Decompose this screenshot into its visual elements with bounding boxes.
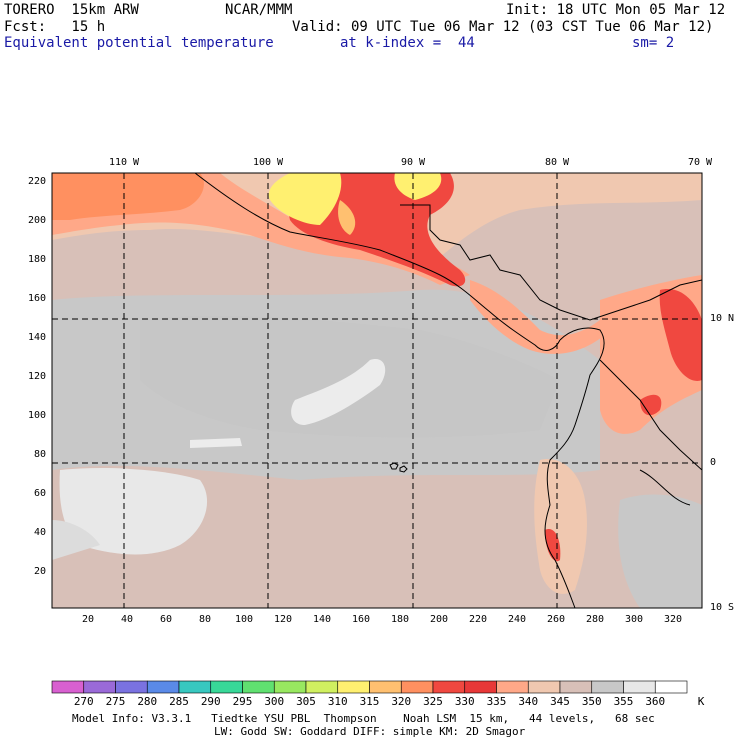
- lon-label: 100 W: [252, 157, 284, 168]
- lon-label: 70 W: [687, 157, 713, 168]
- model-title: TORERO 15km ARW: [4, 2, 139, 18]
- colorbar-swatch: [273, 680, 307, 694]
- colorbar-unit: K: [697, 695, 705, 708]
- lon-label: 110 W: [108, 157, 140, 168]
- x-tick: 240: [507, 614, 527, 625]
- y-tick: 80: [33, 449, 46, 460]
- colorbar-label: 355: [613, 695, 634, 708]
- colorbar-swatch: [400, 680, 434, 694]
- colorbar-label: 300: [264, 695, 285, 708]
- colorbar-swatch: [591, 680, 624, 694]
- init-time: Init: 18 UTC Mon 05 Mar 12: [506, 2, 726, 18]
- x-tick: 40: [120, 614, 134, 625]
- lat-label: 10 N: [710, 313, 735, 324]
- colorbar-swatch: [623, 680, 656, 694]
- x-tick: 300: [624, 614, 644, 625]
- valid-time: Valid: 09 UTC Tue 06 Mar 12 (03 CST Tue …: [292, 19, 714, 35]
- x-tick: 180: [390, 614, 410, 625]
- colorbar-swatch: [654, 680, 688, 694]
- y-tick: 180: [27, 254, 46, 265]
- field-shading: [52, 173, 702, 608]
- smoothing-label: sm= 2: [632, 35, 675, 51]
- center-label: NCAR/MMM: [225, 2, 293, 18]
- y-tick: 60: [33, 488, 46, 499]
- colorbar-swatch: [464, 680, 497, 694]
- lon-label: 90 W: [400, 157, 426, 168]
- y-tick: 20: [33, 566, 46, 577]
- colorbar-swatch: [210, 680, 243, 694]
- colorbar-label: 305: [296, 695, 316, 708]
- y-tick: 140: [27, 332, 46, 343]
- y-tick: 200: [27, 215, 46, 226]
- lat-label: 0: [710, 457, 717, 468]
- x-tick: 80: [198, 614, 212, 625]
- x-tick: 200: [429, 614, 449, 625]
- colorbar-label: 335: [486, 695, 507, 708]
- colorbar-label: 270: [73, 695, 94, 708]
- map-frame: [51, 172, 703, 609]
- colorbar-swatch: [527, 680, 561, 694]
- colorbar-swatch: [146, 680, 180, 694]
- colorbar-label: 285: [169, 695, 189, 708]
- x-tick: 220: [468, 614, 488, 625]
- colorbar-label: 310: [327, 695, 348, 708]
- colorbar-swatch: [369, 680, 402, 694]
- colorbar-swatch: [83, 680, 116, 694]
- field-name: Equivalent potential temperature: [4, 35, 274, 51]
- colorbar-label: 330: [454, 695, 475, 708]
- y-tick: 100: [27, 410, 46, 421]
- x-tick: 60: [159, 614, 173, 625]
- colorbar-swatch: [305, 680, 339, 694]
- level-label: at k-index = 44: [340, 35, 475, 51]
- forecast-hour: Fcst: 15 h: [4, 19, 106, 35]
- colorbar-swatch: [496, 680, 529, 694]
- colorbar-swatch: [337, 680, 370, 694]
- colorbar-swatch: [51, 680, 85, 694]
- x-tick: 140: [312, 614, 332, 625]
- colorbar-label: 345: [550, 695, 570, 708]
- x-tick: 100: [234, 614, 254, 625]
- y-tick: 40: [33, 527, 46, 538]
- colorbar-swatch: [559, 680, 593, 694]
- colorbar-label: 325: [423, 695, 443, 708]
- lat-label: 10 S: [710, 602, 735, 613]
- colorbar-label: 350: [581, 695, 602, 708]
- x-tick: 260: [546, 614, 566, 625]
- x-tick: 160: [351, 614, 371, 625]
- colorbar-swatch: [242, 680, 275, 694]
- graticule: [52, 173, 702, 608]
- colorbar-label: 295: [232, 695, 253, 708]
- x-tick: 120: [273, 614, 293, 625]
- colorbar-label: 360: [645, 695, 666, 708]
- y-tick: 220: [27, 176, 46, 187]
- coastlines: [194, 173, 702, 608]
- x-tick: 280: [585, 614, 605, 625]
- colorbar-swatch: [432, 680, 466, 694]
- colorbar-label: 275: [105, 695, 126, 708]
- colorbar-label: 280: [137, 695, 158, 708]
- colorbar-label: 320: [391, 695, 412, 708]
- lon-label: 80 W: [544, 157, 570, 168]
- colorbar-label: 290: [200, 695, 221, 708]
- physics-info: LW: Godd SW: Goddard DIFF: simple KM: 2D…: [214, 725, 526, 738]
- colorbar: [51, 680, 688, 694]
- colorbar-label: 340: [518, 695, 539, 708]
- colorbar-label: 315: [359, 695, 380, 708]
- colorbar-swatch: [115, 680, 148, 694]
- model-info: Model Info: V3.3.1 Tiedtke YSU PBL Thomp…: [72, 712, 655, 725]
- x-tick: 320: [663, 614, 683, 625]
- y-tick: 120: [27, 371, 46, 382]
- x-tick: 20: [81, 614, 95, 625]
- y-tick: 160: [27, 293, 46, 304]
- colorbar-swatch: [178, 680, 212, 694]
